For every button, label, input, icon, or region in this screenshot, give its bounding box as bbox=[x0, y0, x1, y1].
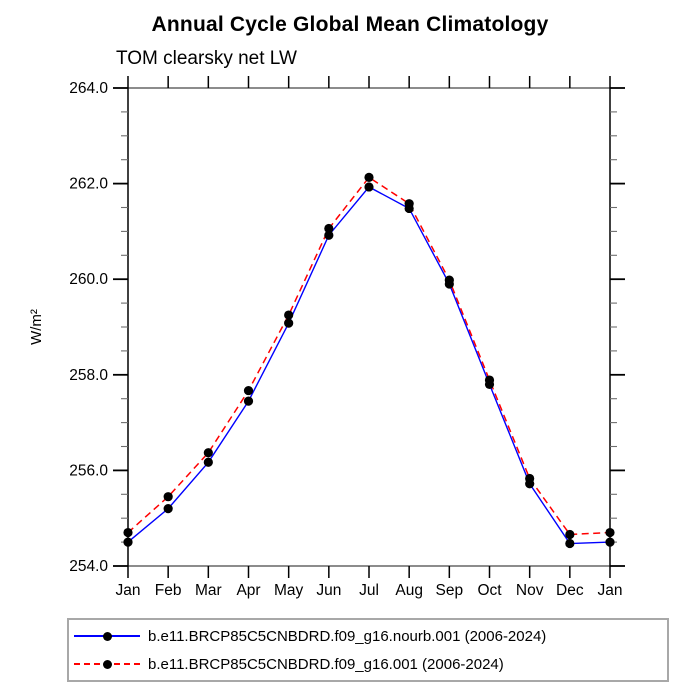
data-point bbox=[284, 318, 294, 328]
legend-line-sample-solid bbox=[74, 631, 140, 641]
legend-label-series-2: b.e11.BRCP85C5CNBDRD.f09_g16.001 (2006-2… bbox=[148, 655, 504, 673]
data-point bbox=[284, 310, 294, 320]
legend-marker-dot bbox=[102, 659, 112, 669]
y-axis-tick-labels: 254.0 256.0 258.0 260.0 262.0 264.0 bbox=[69, 80, 108, 575]
data-point bbox=[364, 182, 374, 192]
data-point bbox=[123, 527, 133, 538]
x-tick-label: Mar bbox=[195, 582, 222, 599]
x-axis-tick-labels: Jan Feb Mar Apr May Jun Jul Aug Sep Oct Nov Dec Jan bbox=[116, 582, 623, 599]
data-point bbox=[203, 448, 213, 458]
x-tick-label: Jun bbox=[316, 582, 341, 599]
data-point bbox=[163, 492, 173, 502]
y-axis-ticks bbox=[113, 87, 625, 567]
chart-subtitle: TOM clearsky net LW bbox=[116, 48, 297, 69]
y-tick-label: 262.0 bbox=[69, 176, 108, 193]
data-point bbox=[484, 375, 495, 385]
data-point bbox=[243, 396, 254, 406]
data-point bbox=[525, 473, 535, 484]
data-point bbox=[203, 457, 213, 467]
y-tick-label: 254.0 bbox=[69, 558, 108, 575]
x-tick-label: Dec bbox=[556, 582, 584, 599]
y-tick-label: 256.0 bbox=[69, 462, 108, 479]
data-point bbox=[243, 385, 254, 396]
x-tick-label: Sep bbox=[436, 582, 464, 599]
x-tick-label: Jan bbox=[116, 582, 141, 599]
data-point bbox=[324, 230, 334, 240]
data-point bbox=[444, 275, 454, 285]
y-tick-label: 258.0 bbox=[69, 367, 108, 384]
legend-label-series-1: b.e11.BRCP85C5CNBDRD.f09_g16.nourb.001 (… bbox=[148, 627, 547, 645]
data-point bbox=[605, 537, 615, 547]
series-markers-2 bbox=[123, 172, 615, 540]
data-point bbox=[565, 538, 575, 549]
x-tick-label: Jul bbox=[359, 582, 379, 599]
x-tick-label: Oct bbox=[477, 582, 502, 599]
legend-line-sample-dashed bbox=[74, 659, 140, 669]
x-axis-ticks bbox=[127, 76, 611, 578]
x-tick-label: Aug bbox=[395, 582, 423, 599]
data-point bbox=[324, 223, 334, 234]
x-tick-label: May bbox=[274, 582, 304, 599]
y-tick-label: 264.0 bbox=[69, 80, 108, 97]
data-point bbox=[605, 527, 615, 538]
legend-item-series-1: b.e11.BRCP85C5CNBDRD.f09_g16.nourb.001 (… bbox=[74, 624, 667, 648]
x-tick-label: Apr bbox=[236, 582, 260, 599]
series-line-2 bbox=[127, 176, 611, 536]
data-point bbox=[163, 504, 173, 514]
legend-item-series-2: b.e11.BRCP85C5CNBDRD.f09_g16.001 (2006-2… bbox=[74, 652, 667, 676]
chart-title: Annual Cycle Global Mean Climatology bbox=[151, 13, 549, 36]
legend-marker-dot bbox=[102, 631, 112, 641]
y-tick-label: 260.0 bbox=[69, 271, 108, 288]
x-tick-label: Nov bbox=[516, 582, 544, 599]
legend: b.e11.BRCP85C5CNBDRD.f09_g16.nourb.001 (… bbox=[67, 618, 669, 682]
data-point bbox=[565, 529, 575, 540]
data-point bbox=[123, 537, 133, 547]
plot-frame bbox=[127, 87, 611, 567]
data-point bbox=[364, 172, 374, 182]
x-tick-label: Feb bbox=[155, 582, 182, 599]
x-tick-label: Jan bbox=[598, 582, 623, 599]
data-point bbox=[404, 199, 414, 209]
